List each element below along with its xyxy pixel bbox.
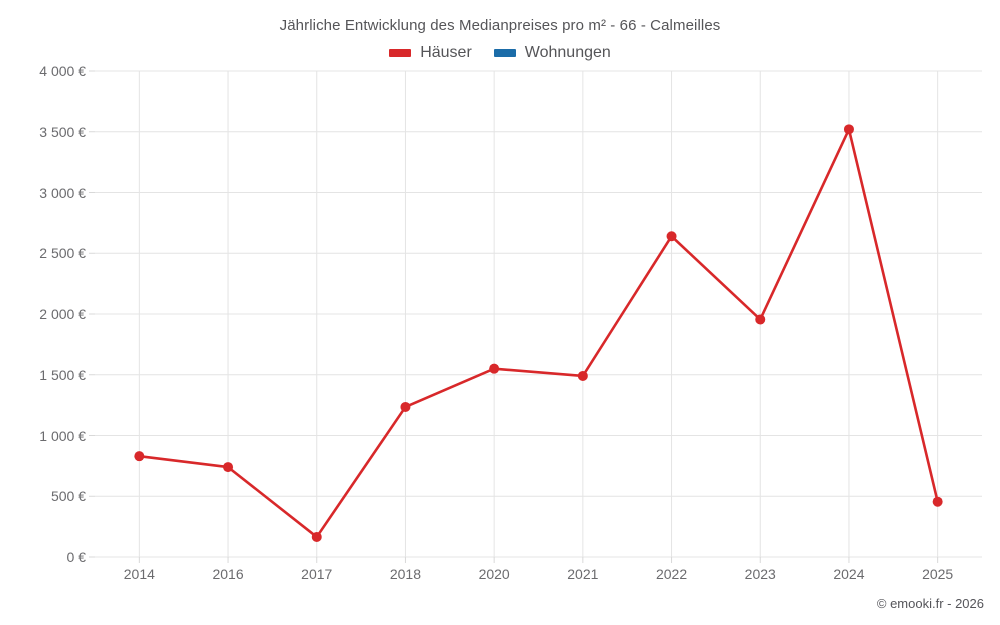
data-point-marker[interactable]	[223, 462, 234, 473]
credit-text: © emooki.fr - 2026	[876, 596, 984, 611]
x-axis-tick-label: 2023	[744, 566, 776, 582]
series-line-0	[138, 128, 939, 539]
data-point-marker[interactable]	[755, 314, 766, 325]
x-grid-lines	[138, 71, 939, 563]
data-point-marker[interactable]	[489, 363, 500, 374]
data-point-marker[interactable]	[577, 370, 588, 381]
x-axis-tick-label: 2017	[301, 566, 333, 582]
y-axis-tick-label: 3 000 €	[39, 184, 86, 201]
data-point-marker[interactable]	[932, 496, 943, 507]
y-axis-tick-label: 0 €	[66, 549, 86, 565]
legend-item-wohnungen[interactable]: Wohnungen	[493, 44, 611, 62]
x-axis-tick-label: 2014	[123, 566, 155, 582]
y-axis-tick-label: 1 500 €	[39, 366, 86, 383]
y-axis-tick-label: 3 500 €	[39, 123, 86, 140]
y-axis-tick-label: 500 €	[50, 488, 86, 505]
y-axis-tick-label: 2 500 €	[39, 245, 86, 262]
data-point-marker[interactable]	[843, 124, 854, 135]
legend-item-hauser[interactable]: Häuser	[389, 44, 472, 62]
data-point-marker[interactable]	[666, 231, 677, 242]
x-axis-tick-label: 2021	[567, 566, 599, 582]
legend-swatch-hauser	[389, 49, 412, 57]
x-axis-tick-label: 2016	[212, 566, 244, 582]
y-axis-tick-label: 1 000 €	[39, 427, 86, 444]
chart-legend: Häuser Wohnungen	[0, 44, 1000, 62]
x-axis-tick-label: 2020	[478, 566, 510, 582]
data-point-marker[interactable]	[311, 531, 322, 542]
chart-title: Jährliche Entwicklung des Medianpreises …	[279, 17, 721, 34]
legend-swatch-wohnungen	[493, 49, 516, 57]
grid-lines	[89, 70, 982, 558]
data-series-layer	[134, 124, 943, 542]
y-axis-tick-label: 4 000 €	[39, 63, 86, 79]
data-point-marker[interactable]	[134, 451, 145, 462]
x-axis-tick-label: 2018	[389, 566, 422, 582]
data-point-marker[interactable]	[400, 401, 411, 412]
y-axis-tick-label: 2 000 €	[39, 306, 86, 322]
legend-label-hauser: Häuser	[420, 44, 472, 61]
legend-label-wohnungen: Wohnungen	[524, 44, 611, 61]
x-axis-tick-label: 2022	[655, 566, 688, 582]
x-axis-tick-label: 2024	[833, 566, 865, 582]
x-axis-tick-label: 2025	[922, 566, 954, 582]
